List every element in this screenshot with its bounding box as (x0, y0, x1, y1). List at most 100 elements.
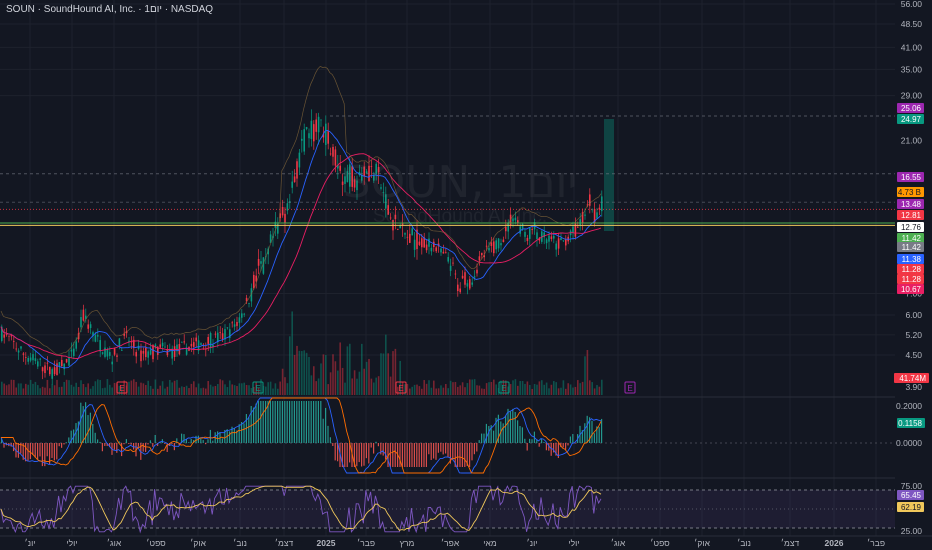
volume-bar (181, 386, 183, 395)
candle (13, 340, 15, 342)
volume-bar (277, 388, 279, 395)
macd-bar (389, 443, 391, 467)
volume-bar (209, 384, 212, 395)
macd-bar (200, 438, 202, 443)
macd-bar (269, 401, 271, 443)
macd-bar (149, 440, 151, 443)
long-position-box[interactable] (604, 119, 614, 231)
macd-bar (353, 443, 355, 467)
macd-bar (286, 401, 288, 443)
macd-bar (581, 430, 583, 443)
rsi-pane[interactable] (0, 485, 895, 534)
volume-bar (380, 353, 382, 395)
macd-bar (125, 439, 127, 443)
macd-bar (305, 401, 307, 443)
macd-bar (505, 415, 507, 443)
volume-bar (145, 385, 147, 395)
volume-bar (517, 385, 519, 395)
macd-bar (128, 443, 130, 444)
candle (574, 223, 577, 237)
volume-bar (548, 388, 550, 395)
candle (68, 357, 70, 366)
macd-pane[interactable] (0, 397, 895, 474)
earnings-marker-box[interactable] (116, 381, 128, 394)
volume-bar (166, 386, 169, 395)
candle (423, 237, 425, 248)
macd-bar (529, 438, 531, 443)
candle (109, 352, 111, 356)
earnings-marker-box[interactable] (498, 381, 510, 394)
price-badge (897, 210, 924, 220)
candle (183, 341, 185, 343)
macd-bar (464, 443, 466, 467)
price-badge-label: 16.55 (901, 173, 922, 182)
volume-bar (531, 388, 533, 395)
volume-bar (250, 388, 253, 395)
candle (591, 209, 593, 211)
candle (370, 166, 373, 168)
volume-bar (519, 381, 521, 395)
volume-bar (469, 379, 471, 395)
candle (236, 321, 238, 326)
candle (320, 119, 322, 121)
macd-bar (601, 418, 603, 443)
candle (149, 349, 152, 355)
volume-bar (3, 383, 5, 395)
symbol-title[interactable]: SOUN · SoundHound AI, Inc. · 1יום · NASD… (6, 4, 214, 15)
candle (485, 245, 488, 247)
volume-bar (284, 377, 286, 395)
candle (449, 265, 452, 271)
macd-bar (248, 417, 250, 443)
candle (128, 340, 130, 343)
volume-bar (15, 387, 17, 395)
candle (145, 347, 147, 358)
macd-bar (113, 443, 115, 450)
macd-bar (574, 443, 576, 444)
volume-bar (488, 382, 490, 395)
volume-bar (58, 387, 61, 395)
macd-bar (58, 443, 60, 447)
candle (229, 329, 231, 338)
macd-bar (41, 443, 43, 467)
earnings-marker-box[interactable] (395, 381, 407, 394)
macd-bar (557, 443, 559, 458)
candle (375, 163, 377, 175)
time-tick-label: אוג׳ (107, 538, 122, 548)
macd-bar (567, 443, 569, 446)
volume-bar (332, 354, 334, 395)
candle (32, 354, 34, 361)
rsi-axis[interactable]: 75.00 25.00 65.45 62.19 (897, 481, 924, 536)
candle (161, 342, 164, 347)
time-tick-label: ספט׳ (146, 538, 166, 548)
time-axis[interactable]: יונ׳ יולי אוג׳ ספט׳ אוק׳ נוב׳ דצמ׳ 2025 פבר׳ מרץ א… (0, 535, 932, 548)
macd-bar (152, 443, 154, 447)
price-tick-label: 5.20 (905, 330, 922, 340)
candle (296, 161, 298, 179)
macd-bar (382, 443, 384, 456)
candle (87, 324, 89, 329)
time-tick-label: 2025 (317, 538, 336, 548)
volume-bar (202, 387, 205, 395)
macd-axis[interactable]: 0.2000 0.0000 0.1158 (896, 401, 925, 448)
macd-bar (593, 433, 595, 443)
candle (257, 258, 260, 266)
candle (466, 283, 469, 287)
volume-bar (253, 386, 255, 395)
candle (562, 240, 565, 242)
earnings-marker-box[interactable] (252, 381, 264, 394)
candle (80, 317, 82, 328)
candle (442, 251, 445, 254)
volume-bar (500, 380, 502, 395)
candle (1, 326, 3, 341)
macd-bar (507, 408, 509, 443)
macd-tick-label: 0.2000 (896, 401, 922, 411)
volume-bar (533, 384, 536, 395)
macd-bar (569, 436, 571, 443)
macd-bar (548, 443, 550, 451)
volume-bar (217, 384, 219, 395)
earnings-marker-box[interactable] (624, 381, 636, 394)
